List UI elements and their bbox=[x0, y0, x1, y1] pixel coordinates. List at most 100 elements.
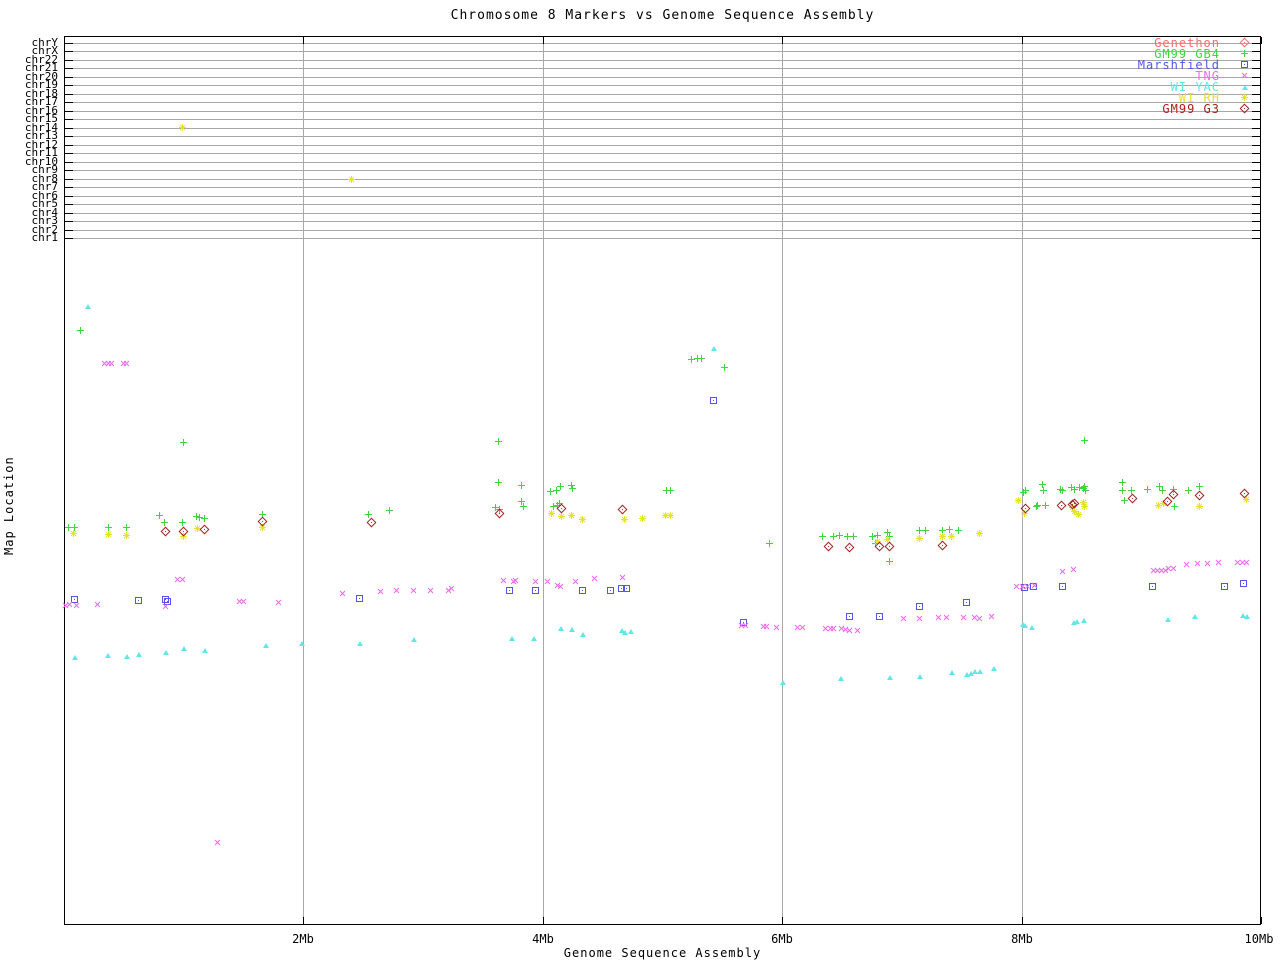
data-point-wi-yac bbox=[508, 636, 515, 641]
data-point-marshfield bbox=[622, 585, 630, 592]
data-point-gm99-gb4 bbox=[1057, 486, 1065, 493]
data-point-gm99-gb4 bbox=[192, 513, 200, 520]
data-point-gm99-gb4 bbox=[519, 503, 527, 510]
data-point-gm99-gb4 bbox=[663, 487, 671, 494]
x-tick-bottom bbox=[1022, 917, 1023, 924]
data-point-gm99-gb4 bbox=[385, 507, 393, 514]
data-point-tng bbox=[773, 624, 780, 631]
y-tick-right bbox=[1252, 68, 1260, 69]
data-point-gm99-gb4 bbox=[76, 327, 84, 334]
y-tick-right bbox=[1252, 195, 1260, 197]
data-point-wi-rh bbox=[123, 532, 131, 539]
chrom-gridline bbox=[65, 119, 1260, 120]
data-point-gm99-gb4 bbox=[547, 488, 555, 495]
data-point-wi-rh bbox=[1160, 500, 1168, 507]
y-tick-label: chrX bbox=[31, 44, 59, 57]
data-point-gm99-gb4 bbox=[568, 485, 576, 492]
data-point-tng bbox=[960, 614, 967, 621]
y-tick-left bbox=[65, 102, 73, 103]
data-point-wi-yac bbox=[557, 626, 564, 631]
data-point-tng bbox=[512, 577, 519, 584]
y-tick-right bbox=[1252, 85, 1260, 86]
y-tick-left bbox=[65, 127, 73, 129]
y-tick-right bbox=[1252, 161, 1260, 163]
data-point-gm99-gb4 bbox=[1170, 503, 1178, 510]
data-point-gm99-gb4 bbox=[666, 487, 674, 494]
y-tick-left bbox=[65, 51, 73, 52]
y-tick-label: chr4 bbox=[31, 205, 59, 219]
data-point-marshfield bbox=[607, 587, 615, 594]
data-point-wi-yac bbox=[971, 669, 978, 674]
y-tick-label: chr22 bbox=[24, 52, 58, 66]
y-tick-left bbox=[65, 238, 73, 239]
chrom-gridline bbox=[65, 195, 1260, 197]
data-point-wi-yac bbox=[1164, 617, 1171, 622]
y-tick-right bbox=[1252, 212, 1260, 214]
chrom-gridline bbox=[65, 85, 1260, 86]
data-point-marshfield bbox=[1240, 580, 1248, 587]
data-point-gm99-gb4 bbox=[1033, 503, 1041, 510]
chrom-gridline bbox=[65, 238, 1260, 239]
y-tick-right bbox=[1252, 51, 1260, 52]
data-point-gm99-gb4 bbox=[518, 482, 526, 489]
chrom-gridline bbox=[65, 76, 1260, 78]
data-point-marshfield bbox=[1221, 583, 1229, 590]
data-point-tng bbox=[591, 575, 598, 582]
data-point-gm99-gb4 bbox=[567, 482, 575, 489]
data-point-gm99-gb4 bbox=[1120, 497, 1128, 504]
data-point-gm99-gb4 bbox=[766, 540, 774, 547]
y-tick-label: chr6 bbox=[31, 188, 59, 202]
data-point-gm99-gb4 bbox=[1195, 483, 1203, 490]
y-tick-left bbox=[65, 153, 73, 154]
y-tick-right bbox=[1252, 144, 1260, 146]
data-point-wi-rh bbox=[1075, 511, 1083, 518]
data-point-tng bbox=[123, 360, 130, 367]
data-point-gm99-gb4 bbox=[549, 503, 557, 510]
data-point-gm99-gb4 bbox=[1076, 484, 1084, 491]
y-tick-right bbox=[1252, 221, 1260, 222]
data-point-wi-rh bbox=[948, 533, 956, 540]
data-point-gm99-gb4 bbox=[1019, 489, 1027, 496]
data-point-wi-rh bbox=[1242, 496, 1250, 503]
data-point-tng bbox=[799, 624, 806, 631]
data-point-wi-yac bbox=[1080, 618, 1087, 623]
y-tick-right bbox=[1252, 76, 1260, 78]
data-point-gm99-gb4 bbox=[179, 439, 187, 446]
data-point-gm99-gb4 bbox=[873, 532, 881, 539]
y-tick-label: chr18 bbox=[24, 86, 58, 100]
data-point-wi-yac bbox=[622, 630, 629, 635]
y-tick-right bbox=[1252, 238, 1260, 239]
data-point-tng bbox=[557, 583, 564, 590]
data-point-wi-rh bbox=[258, 524, 266, 531]
chrom-gridline bbox=[65, 153, 1260, 154]
x-tick-bottom bbox=[543, 917, 544, 924]
data-point-tng bbox=[1170, 565, 1177, 572]
data-point-gm99-gb4 bbox=[955, 527, 963, 534]
data-point-gm99-gb4 bbox=[1082, 487, 1090, 494]
y-tick-right bbox=[1252, 204, 1260, 205]
chrom-gridline bbox=[65, 68, 1260, 69]
y-tick-right bbox=[1252, 42, 1260, 44]
data-point-gm99-gb4 bbox=[553, 487, 561, 494]
y-tick-left bbox=[65, 144, 73, 146]
data-point-marshfield bbox=[135, 597, 143, 604]
y-tick-right bbox=[1252, 119, 1260, 120]
data-point-wi-yac bbox=[180, 646, 187, 651]
data-point-tng bbox=[393, 587, 400, 594]
data-point-tng bbox=[108, 360, 115, 367]
data-point-wi-yac bbox=[780, 680, 787, 685]
data-point-gm99-gb4 bbox=[1119, 487, 1127, 494]
data-point-wi-rh bbox=[1155, 502, 1163, 509]
x-tick-label: 8Mb bbox=[1011, 932, 1033, 946]
data-point-wi-yac bbox=[410, 637, 417, 642]
data-point-tng bbox=[619, 574, 626, 581]
chrom-gridline bbox=[65, 187, 1260, 188]
data-point-wi-yac bbox=[618, 628, 625, 633]
data-point-tng bbox=[916, 615, 923, 622]
x-tick-bottom bbox=[303, 917, 304, 924]
y-tick-left bbox=[65, 85, 73, 86]
y-tick-label: chr9 bbox=[31, 163, 59, 176]
data-point-wi-yac bbox=[105, 653, 112, 658]
